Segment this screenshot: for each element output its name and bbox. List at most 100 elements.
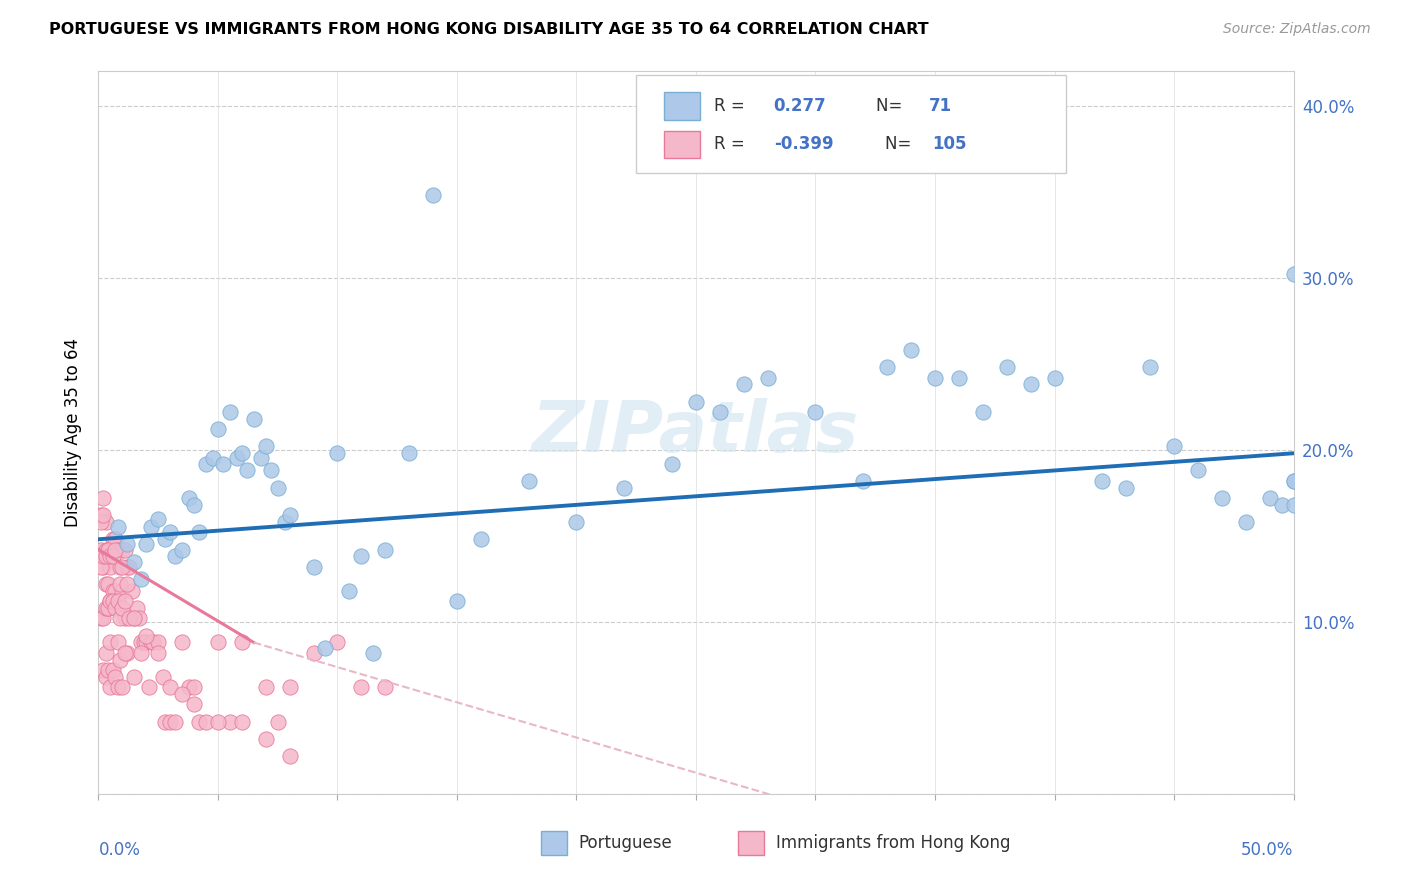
Point [226, 451, 249, 466]
Text: Immigrants from Hong Kong: Immigrants from Hong Kong [776, 834, 1011, 852]
Point [138, 680, 160, 694]
Point [187, 714, 209, 729]
Point [104, 542, 127, 557]
Point [1211, 491, 1233, 505]
Point [91, 549, 114, 564]
Point [446, 594, 468, 608]
Point [231, 635, 253, 649]
Point [302, 559, 325, 574]
Point [1187, 463, 1209, 477]
Point [195, 457, 218, 471]
Point [94, 549, 117, 564]
Point [852, 474, 875, 488]
Point [172, 542, 194, 557]
Text: 71: 71 [929, 97, 952, 115]
Point [613, 481, 636, 495]
Point [111, 680, 134, 694]
Point [183, 680, 205, 694]
Point [278, 680, 301, 694]
Point [1019, 377, 1042, 392]
Point [350, 680, 373, 694]
Point [1282, 268, 1305, 282]
Point [1163, 439, 1185, 453]
Point [98, 559, 122, 574]
Point [107, 542, 129, 557]
Point [470, 533, 492, 547]
Point [90, 559, 112, 574]
Text: N=: N= [884, 136, 917, 153]
Point [231, 714, 253, 729]
Point [924, 370, 946, 384]
Point [107, 635, 129, 649]
Point [107, 520, 129, 534]
Text: Source: ZipAtlas.com: Source: ZipAtlas.com [1223, 22, 1371, 37]
Bar [738, 831, 763, 855]
Point [107, 594, 129, 608]
Point [159, 714, 181, 729]
Point [219, 405, 242, 419]
Point [155, 714, 177, 729]
Point [1091, 474, 1114, 488]
Point [94, 515, 117, 529]
Point [661, 457, 683, 471]
Point [121, 583, 143, 598]
Point [733, 377, 755, 392]
Point [104, 670, 127, 684]
Point [315, 640, 337, 655]
Point [179, 491, 201, 505]
Point [163, 549, 186, 564]
Text: 0.0%: 0.0% [98, 841, 141, 859]
Point [101, 583, 124, 598]
Point [98, 680, 122, 694]
Point [422, 188, 444, 202]
Point [350, 549, 373, 564]
Point [90, 542, 112, 557]
Point [97, 601, 120, 615]
Point [326, 446, 349, 460]
Text: 0.277: 0.277 [773, 97, 827, 115]
Point [97, 601, 120, 615]
Point [685, 394, 707, 409]
Point [207, 422, 229, 436]
Point [114, 646, 136, 660]
Point [108, 559, 131, 574]
Point [1282, 474, 1305, 488]
Point [91, 508, 114, 523]
Point [195, 714, 218, 729]
Point [1139, 360, 1161, 375]
Point [326, 635, 349, 649]
Point [101, 663, 124, 677]
Point [115, 537, 138, 551]
Point [163, 714, 186, 729]
Point [94, 670, 117, 684]
Point [94, 646, 117, 660]
Point [183, 498, 205, 512]
Point [94, 542, 117, 557]
Bar [664, 92, 700, 120]
Point [91, 559, 114, 574]
Point [118, 559, 141, 574]
Point [231, 446, 253, 460]
Point [131, 572, 153, 586]
Point [125, 601, 148, 615]
Point [124, 670, 146, 684]
Point [254, 731, 277, 746]
Point [565, 515, 588, 529]
Point [1234, 515, 1257, 529]
Point [108, 577, 131, 591]
Point [259, 463, 281, 477]
Point [517, 474, 540, 488]
Point [107, 680, 129, 694]
Point [98, 594, 122, 608]
Point [108, 653, 131, 667]
Point [254, 680, 277, 694]
Point [374, 680, 396, 694]
Bar [541, 831, 567, 855]
Point [98, 549, 122, 564]
Point [148, 511, 170, 525]
Point [172, 687, 194, 701]
FancyBboxPatch shape [637, 75, 1067, 172]
Point [135, 537, 157, 551]
Point [155, 533, 177, 547]
Point [243, 412, 266, 426]
